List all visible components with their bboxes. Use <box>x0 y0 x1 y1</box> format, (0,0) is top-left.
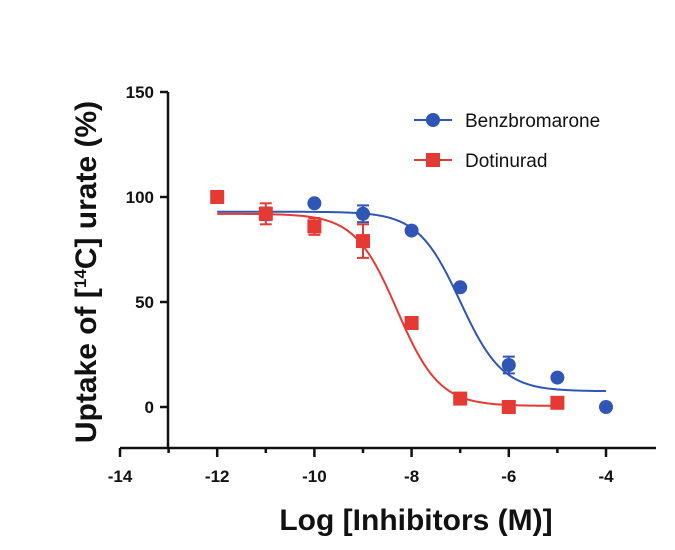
y-axis-title-suffix: C] urate (%) <box>70 101 103 269</box>
x-tick-label: -12 <box>205 467 230 486</box>
data-point-dotinurad <box>307 219 322 234</box>
x-tick-label: -10 <box>302 467 327 486</box>
legend-label-dotinurad: Dotinurad <box>465 151 547 172</box>
legend-marker-dotinurad <box>426 153 440 167</box>
y-tick-label: 50 <box>135 293 154 312</box>
data-point-benzbromarone <box>404 223 419 238</box>
y-axis-title: Uptake of [14C] urate (%) <box>70 101 103 443</box>
data-points <box>210 190 613 414</box>
data-point-benzbromarone <box>599 400 613 414</box>
y-axis-title-prefix: Uptake of [ <box>70 288 103 443</box>
x-tick-label: -4 <box>598 467 614 486</box>
legend-marker-benzbromarone <box>426 113 440 127</box>
x-axis-title: Log [Inhibitors (M)] <box>279 504 552 537</box>
y-tick-label: 150 <box>126 83 154 102</box>
y-axis-title-superscript: 14 <box>71 269 90 288</box>
data-point-benzbromarone <box>453 280 468 295</box>
data-point-benzbromarone <box>501 358 516 372</box>
legend-label-benzbromarone: Benzbromarone <box>465 111 600 132</box>
data-point-benzbromarone <box>356 206 370 221</box>
y-tick-label: 0 <box>145 398 154 417</box>
y-tick-label: 100 <box>126 188 154 207</box>
data-point-dotinurad <box>404 316 419 330</box>
x-tick-label: -8 <box>404 467 419 486</box>
data-point-dotinurad <box>210 190 225 204</box>
x-tick-label: -14 <box>108 467 133 486</box>
data-point-benzbromarone <box>307 196 322 211</box>
data-point-dotinurad <box>453 391 468 406</box>
data-point-dotinurad <box>501 400 516 414</box>
data-point-dotinurad <box>550 395 565 410</box>
fit-curve-dotinurad <box>217 212 558 407</box>
fit-curve-benzbromarone <box>217 210 607 393</box>
x-tick-label: -6 <box>501 467 516 486</box>
fit-curves <box>217 210 607 407</box>
data-point-benzbromarone <box>550 370 565 385</box>
data-point-dotinurad <box>356 234 370 249</box>
axes <box>120 92 656 450</box>
legend: Benzbromarone Dotinurad <box>414 111 600 172</box>
ticks: 0 50 100 150 -14 -12 -10 -8 -6 -4 <box>108 83 614 486</box>
data-point-dotinurad <box>258 206 273 221</box>
